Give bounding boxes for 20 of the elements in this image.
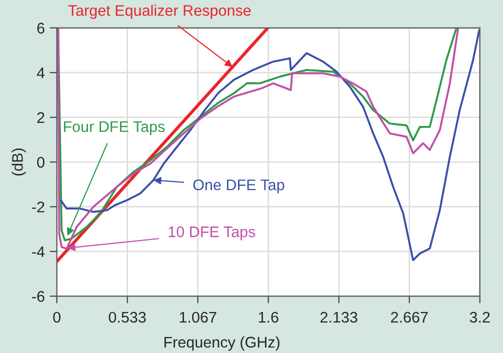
annotation: One DFE Tap (193, 179, 284, 194)
x-tick-label: 2.667 (391, 312, 428, 323)
x-tick-label: 0.533 (108, 312, 146, 323)
y-tick-label: -2 (32, 202, 44, 212)
y-tick-label: 0 (37, 156, 44, 168)
x-tick-label: 2.133 (320, 312, 358, 323)
y-axis-title: (dB) (12, 148, 26, 176)
y-tick-label: 2 (37, 112, 44, 123)
x-tick-label: 3.2 (470, 312, 490, 323)
annotation: Target Equalizer Response (68, 4, 251, 19)
x-tick-label: 0 (53, 312, 60, 323)
y-tick-label: -4 (32, 246, 45, 257)
y-tick-label: -6 (32, 291, 44, 302)
y-tick-label: 6 (37, 22, 44, 34)
annotation: Four DFE Taps (64, 121, 165, 136)
x-axis-title: Frequency (GHz) (164, 336, 280, 351)
annotation: 10 DFE Taps (168, 226, 256, 240)
y-tick-label: 4 (36, 68, 45, 78)
x-tick-label: 1.6 (258, 312, 278, 323)
x-tick-label: 1.067 (180, 312, 216, 323)
